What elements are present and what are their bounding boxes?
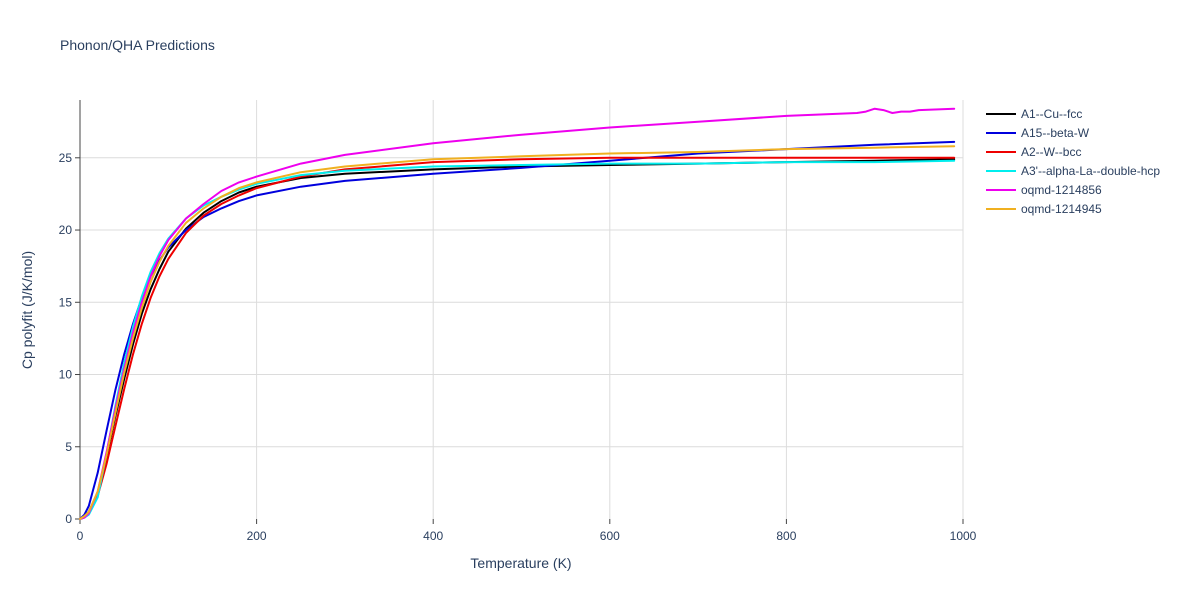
legend-item[interactable]: oqmd-1214856 xyxy=(986,183,1102,197)
legend: A1--Cu--fcc A15--beta-W A2--W--bcc A3'--alp… xyxy=(986,107,1160,216)
y-tick-label: 0 xyxy=(65,512,72,526)
legend-item[interactable]: A15--beta-W xyxy=(986,126,1090,140)
x-axis-ticks: 0 200 400 600 800 1000 xyxy=(77,519,977,543)
legend-label: oqmd-1214945 xyxy=(1021,202,1102,216)
legend-item[interactable]: A1--Cu--fcc xyxy=(986,107,1082,121)
y-tick-label: 25 xyxy=(59,151,73,165)
y-axis-ticks: 0 5 10 15 20 25 xyxy=(59,151,80,526)
x-tick-label: 600 xyxy=(600,529,620,543)
legend-item[interactable]: A2--W--bcc xyxy=(986,145,1081,159)
x-tick-label: 800 xyxy=(776,529,796,543)
x-tick-label: 1000 xyxy=(950,529,977,543)
y-tick-label: 5 xyxy=(65,440,72,454)
y-axis-title: Cp polyfit (J/K/mol) xyxy=(19,251,35,369)
y-tick-label: 10 xyxy=(59,368,73,382)
series-line-3 xyxy=(79,156,956,520)
x-tick-label: 0 xyxy=(77,529,84,543)
legend-label: A1--Cu--fcc xyxy=(1021,107,1082,121)
chart-title: Phonon/QHA Predictions xyxy=(60,37,215,53)
y-tick-label: 20 xyxy=(59,223,73,237)
legend-label: A3'--alpha-La--double-hcp xyxy=(1021,164,1160,178)
legend-label: A2--W--bcc xyxy=(1021,145,1081,159)
y-tick-label: 15 xyxy=(59,295,73,309)
x-axis-title: Temperature (K) xyxy=(470,555,571,571)
legend-label: A15--beta-W xyxy=(1021,126,1090,140)
series-lines xyxy=(79,107,956,520)
legend-item[interactable]: oqmd-1214945 xyxy=(986,202,1102,216)
legend-label: oqmd-1214856 xyxy=(1021,183,1102,197)
x-tick-label: 400 xyxy=(423,529,443,543)
x-tick-label: 200 xyxy=(247,529,267,543)
legend-item[interactable]: A3'--alpha-La--double-hcp xyxy=(986,164,1160,178)
series-line-6 xyxy=(79,145,956,520)
